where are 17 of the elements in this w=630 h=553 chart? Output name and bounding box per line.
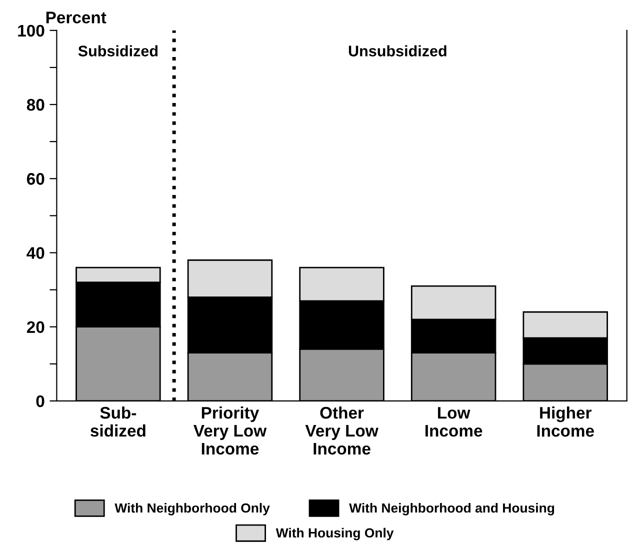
y-tick-label: 60 (26, 173, 44, 185)
x-tick-label: Sub- sidized (90, 406, 146, 437)
x-tick-label: Low Income (426, 407, 482, 437)
y-tick-label: 20 (26, 321, 44, 334)
legend-label: With Neighborhood Only (114, 502, 270, 516)
legend-label: With Neighborhood and Housing (349, 502, 554, 516)
annotation: Unsubsidized (348, 45, 446, 56)
x-tick-label: Priority Very Low Income (194, 406, 267, 455)
y-tick-label: 40 (26, 247, 44, 259)
y-axis-title: Percent (46, 12, 106, 24)
annotation: Subsidized (78, 45, 158, 56)
x-tick-label: Other Very Low Income (305, 406, 378, 455)
legend-label: With Housing Only (276, 528, 394, 540)
y-tick-label: 80 (26, 98, 44, 111)
y-tick-label: 0 (36, 395, 44, 408)
x-tick-label: Higher Income (537, 406, 594, 437)
y-tick-label: 100 (18, 24, 44, 37)
